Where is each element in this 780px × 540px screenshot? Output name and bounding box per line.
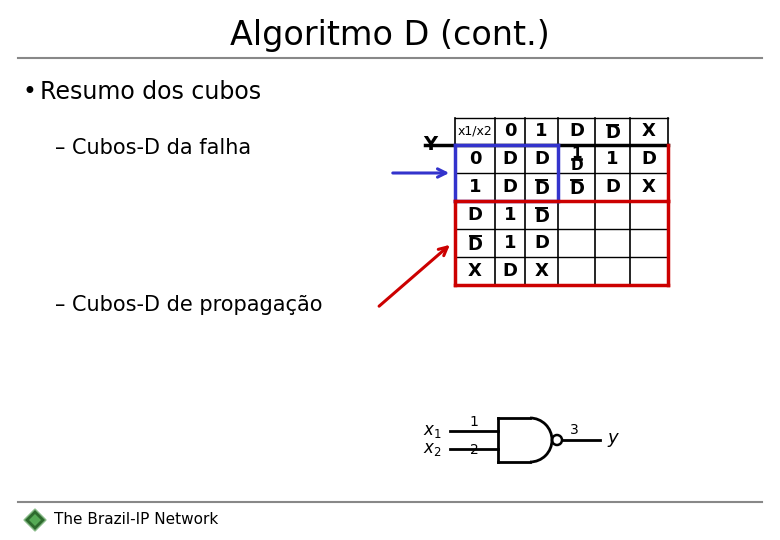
Text: •: • [22, 80, 36, 104]
Text: D: D [569, 123, 584, 140]
Text: $x_2$: $x_2$ [423, 440, 441, 458]
Text: 0: 0 [504, 123, 516, 140]
Text: X: X [468, 262, 482, 280]
Text: D: D [641, 150, 657, 168]
Text: D: D [570, 159, 583, 173]
Text: $x_1$: $x_1$ [423, 422, 441, 440]
Text: X: X [534, 262, 548, 280]
Text: D: D [467, 206, 483, 224]
Text: D: D [467, 236, 483, 254]
Polygon shape [29, 514, 41, 526]
Text: $y$: $y$ [608, 431, 621, 449]
Text: 1: 1 [535, 123, 548, 140]
Text: D: D [605, 178, 620, 196]
Text: 1: 1 [606, 150, 619, 168]
Text: 1: 1 [504, 234, 516, 252]
Text: D: D [502, 262, 517, 280]
Text: – Cubos-D da falha: – Cubos-D da falha [55, 138, 251, 158]
Text: 1: 1 [571, 145, 582, 160]
Text: Resumo dos cubos: Resumo dos cubos [40, 80, 261, 104]
Text: D: D [534, 234, 549, 252]
Text: Algoritmo D (cont.): Algoritmo D (cont.) [230, 18, 550, 51]
Text: – Cubos-D de propagação: – Cubos-D de propagação [55, 295, 322, 315]
Polygon shape [24, 509, 46, 531]
Text: The Brazil-IP Network: The Brazil-IP Network [54, 512, 218, 528]
Text: D: D [502, 178, 517, 196]
Text: X: X [642, 123, 656, 140]
Text: 2: 2 [470, 443, 478, 457]
Text: 1: 1 [470, 415, 478, 429]
Text: D: D [534, 180, 549, 198]
Text: 3: 3 [569, 423, 579, 437]
Text: D: D [502, 150, 517, 168]
Text: D: D [569, 180, 584, 198]
Text: 0: 0 [469, 150, 481, 168]
Text: 1: 1 [504, 206, 516, 224]
Text: D: D [534, 150, 549, 168]
Text: X: X [642, 178, 656, 196]
Text: x1/x2: x1/x2 [458, 125, 492, 138]
Text: D: D [605, 125, 620, 143]
Text: 1: 1 [469, 178, 481, 196]
Text: D: D [534, 208, 549, 226]
Text: Y: Y [423, 136, 437, 154]
